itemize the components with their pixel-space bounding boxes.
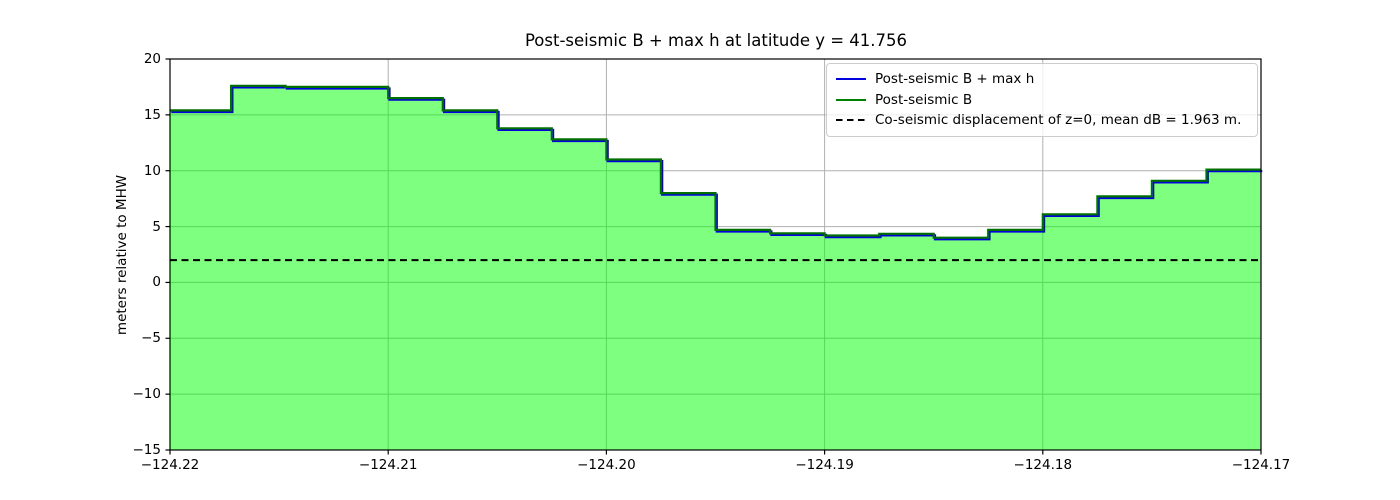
post-seismic-b-plus-max-h-line — [171, 86, 1263, 241]
x-tick-label: −124.21 — [358, 457, 418, 473]
x-tick-label: −124.22 — [140, 457, 200, 473]
y-tick-label: 5 — [152, 218, 161, 235]
x-tick-label: −124.19 — [795, 457, 854, 473]
chart-title: Post-seismic B + max h at latitude y = 4… — [524, 31, 908, 50]
post-seismic-b-line — [170, 84, 1261, 239]
y-tick-label: 20 — [143, 51, 161, 67]
axes-spines — [169, 58, 1262, 451]
legend-line-sample-dashed — [836, 119, 866, 122]
legend-label: Co-seismic displacement of z=0, mean dB … — [875, 112, 1242, 129]
y-tick-label: −15 — [132, 442, 162, 458]
x-tick-label: −124.17 — [1231, 457, 1291, 473]
y-tick-label: 10 — [143, 162, 161, 179]
legend-entry-post-seismic-b: Post-seismic B — [836, 90, 1248, 111]
legend-label: Post-seismic B + max h — [875, 71, 1035, 88]
x-tick-label: −124.20 — [577, 457, 636, 473]
legend-line-sample-green — [836, 98, 866, 101]
x-tick-label: −124.18 — [1013, 457, 1073, 473]
y-tick-label: 0 — [152, 274, 161, 291]
y-tick-label: −10 — [132, 386, 162, 403]
legend-line-sample-blue — [836, 78, 866, 81]
legend-box: Post-seismic B + max h Post-seismic B Co… — [826, 63, 1258, 137]
y-tick-label: 15 — [143, 106, 161, 123]
legend-entry-post-seismic-b-max-h: Post-seismic B + max h — [836, 69, 1248, 90]
legend-entry-coseismic-displacement: Co-seismic displacement of z=0, mean dB … — [836, 110, 1248, 131]
y-tick-label: −5 — [141, 330, 161, 347]
post-seismic-b-fill-area — [170, 85, 1261, 451]
legend-label: Post-seismic B — [875, 91, 973, 108]
y-axis-label: meters relative to MHW — [114, 174, 130, 336]
